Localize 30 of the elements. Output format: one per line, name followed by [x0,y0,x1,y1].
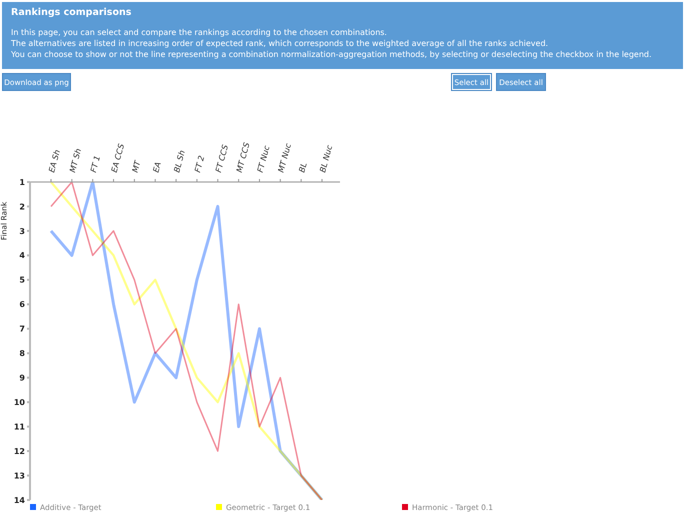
x-tick-label: BL [297,162,309,174]
y-tick-label: 9 [19,374,26,383]
y-tick-label: 7 [19,324,25,334]
x-tick-label: MT Nuc [276,142,294,174]
chart-title: Rankings comparisons [11,7,132,18]
y-tick-label: 3 [19,226,25,236]
y-tick-label: 13 [14,471,25,480]
y-tick-label: 4 [19,251,26,260]
x-tick-label: MT Sh [68,148,84,174]
x-tick-label: FT CCS [214,144,230,174]
x-tick-label: FT 1 [88,154,102,174]
x-tick-label: FT 2 [193,154,206,174]
x-tick-label: EA Sh [47,148,62,174]
x-tick-label: MT [130,158,143,174]
x-tick-label: EA [151,161,163,174]
y-tick-label: 2 [19,202,25,212]
chart-subtitle: In this page, you can select and compare the rankings according to the chosen combinations. The alternatives are listed in increasing order of expected rank, which corresponds to the weighted average of all the ranks achieved. You can choose to show or not the line representing a combination normalization-aggregation methods, by selecting or deselecting the checkbox in the legend. [11,27,653,60]
y-tick-label: 12 [14,446,25,456]
x-tick-label: EA CCS [110,142,126,174]
x-tick-label: BL Sh [172,149,187,174]
y-tick-label: 8 [19,349,26,358]
x-tick-label: BL Nuc [318,144,334,174]
y-tick-label: 6 [19,300,26,310]
x-tick-label: MT CCS [234,142,252,174]
y-tick-label: 10 [14,398,26,407]
y-tick-label: 5 [19,276,26,285]
x-tick-label: FT Nuc [256,144,272,174]
y-tick-label: 11 [14,422,26,432]
y-tick-label: 14 [14,496,26,505]
y-tick-label: 1 [19,178,26,187]
